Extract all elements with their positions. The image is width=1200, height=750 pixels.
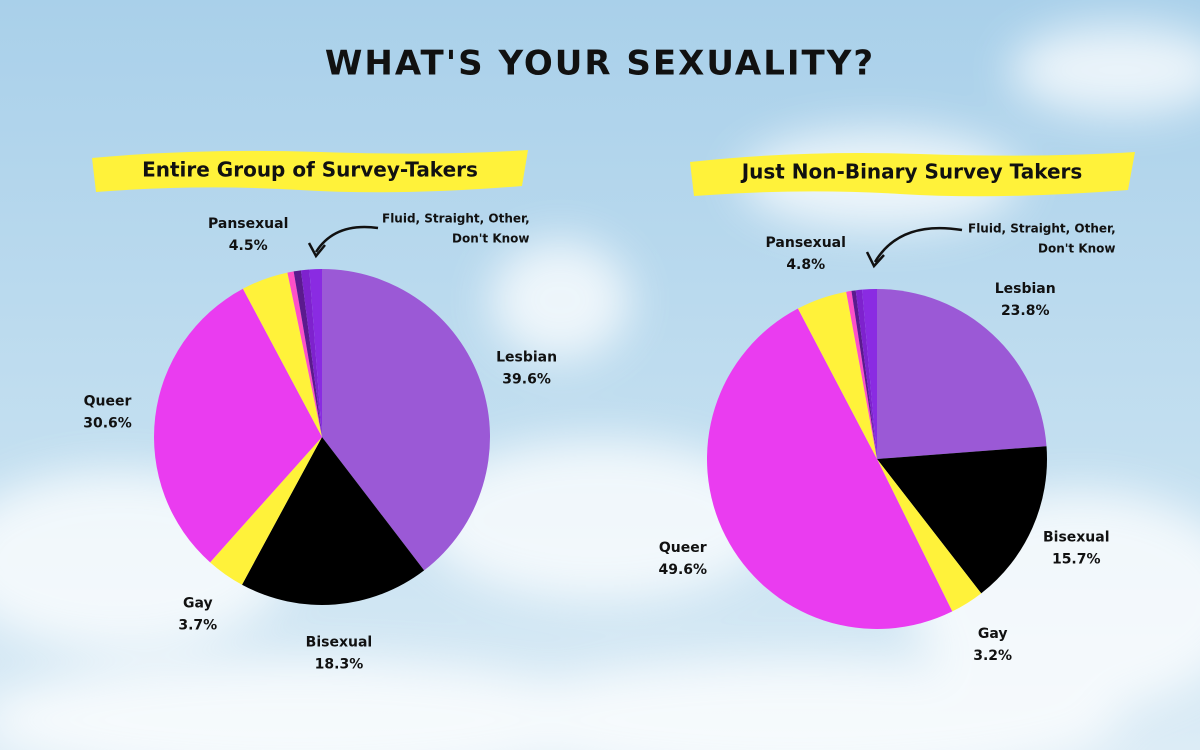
pie-slice (855, 289, 877, 459)
pie-slice (846, 290, 877, 459)
annotation-arrowhead (865, 251, 885, 269)
slice-value-label: 3.2% (973, 648, 1012, 664)
pie-slice (851, 290, 877, 459)
slice-label: Pansexual (766, 235, 846, 251)
title-highlight (92, 150, 528, 193)
slice-label: Gay (183, 596, 213, 612)
pie-slice (154, 288, 322, 563)
chart-title: Just Non-Binary Survey Takers (740, 160, 1083, 184)
slice-value-label: 4.5% (229, 238, 268, 254)
pie-slice (309, 269, 322, 437)
slice-value-label: 30.6% (83, 415, 132, 431)
slice-label: Pansexual (208, 216, 288, 232)
pie-slice (877, 446, 1047, 594)
annotation-arrow (873, 226, 963, 263)
slice-value-label: 39.6% (502, 372, 551, 388)
pie-slice (862, 289, 877, 459)
slice-value-label: 23.8% (1001, 303, 1050, 319)
pie-slice (210, 437, 322, 585)
pie-slice (300, 269, 322, 437)
pie-slice (293, 270, 322, 437)
title-highlight (690, 152, 1135, 197)
chart-title: Entire Group of Survey-Takers (142, 158, 478, 182)
slice-label: Bisexual (1043, 529, 1110, 545)
slice-label: Gay (978, 626, 1008, 642)
slice-value-label: 18.3% (315, 656, 364, 672)
slice-value-label: 15.7% (1052, 551, 1101, 567)
annotation-arrow (314, 225, 379, 253)
slice-value-label: 3.7% (178, 618, 217, 634)
pie-slice (797, 291, 877, 459)
pie-slice (242, 272, 322, 437)
annotation: Don't Know (452, 232, 530, 246)
pie-slice (877, 459, 982, 612)
slice-label: Queer (659, 540, 707, 556)
slice-value-label: 4.8% (786, 257, 825, 273)
pie-slice (241, 437, 425, 605)
page-title: WHAT'S YOUR SEXUALITY? (325, 44, 875, 84)
pie-slice (287, 271, 322, 437)
pie-slice (707, 308, 953, 629)
pie-slice (877, 289, 1047, 459)
annotation: Don't Know (1038, 242, 1116, 256)
annotation: Fluid, Straight, Other, (382, 212, 530, 226)
slice-value-label: 49.6% (658, 562, 707, 578)
slice-label: Lesbian (995, 281, 1056, 297)
annotation: Fluid, Straight, Other, (968, 222, 1116, 236)
annotation-arrowhead (307, 242, 326, 259)
slice-label: Lesbian (496, 350, 557, 366)
slice-label: Bisexual (306, 634, 373, 650)
slice-label: Queer (84, 393, 132, 409)
pie-slice (322, 269, 491, 571)
